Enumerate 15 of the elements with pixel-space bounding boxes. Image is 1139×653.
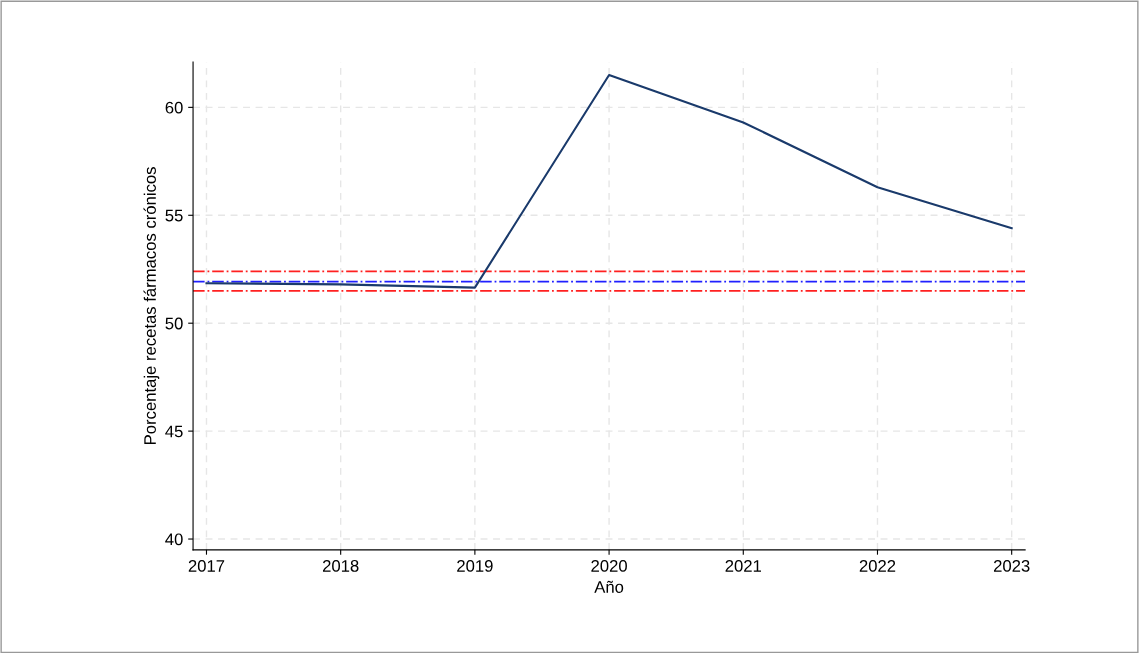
x-tick-label: 2021 [725,559,762,572]
y-tick-label: 40 [165,533,183,546]
x-tick-label: 2018 [322,559,359,572]
x-tick-label: 2019 [457,559,493,572]
y-axis-title: Porcentaje recetas fármacos crónicos [143,167,160,444]
x-tick-label: 2017 [188,559,225,572]
y-tick-label: 45 [165,425,183,438]
x-tick-label: 2022 [859,559,896,572]
y-tick-label: 60 [165,101,183,114]
line-series [205,73,1013,289]
x-axis-title: Año [594,580,624,593]
x-tick-label: 2023 [993,559,1030,572]
y-tick-label: 50 [165,317,183,330]
y-tick-label: 55 [165,209,183,222]
x-tick-label: 2020 [591,559,627,572]
